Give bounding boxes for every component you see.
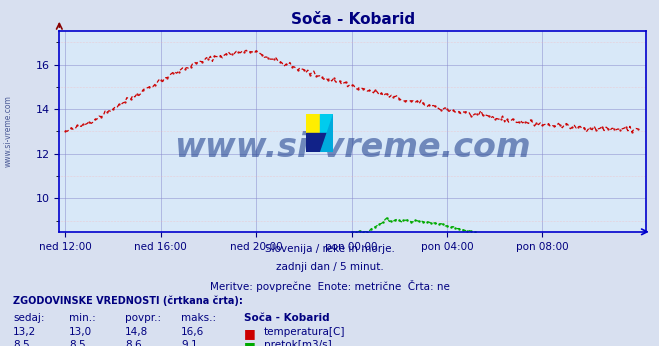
Text: Meritve: povprečne  Enote: metrične  Črta: ne: Meritve: povprečne Enote: metrične Črta:… [210, 280, 449, 292]
Bar [306, 133, 320, 152]
Text: 13,2: 13,2 [13, 327, 36, 337]
Text: pretok[m3/s]: pretok[m3/s] [264, 340, 331, 346]
Text: ■: ■ [244, 340, 256, 346]
Text: temperatura[C]: temperatura[C] [264, 327, 345, 337]
Bar [306, 114, 320, 133]
Text: min.:: min.: [69, 313, 96, 323]
Text: 16,6: 16,6 [181, 327, 204, 337]
Text: sedaj:: sedaj: [13, 313, 45, 323]
Text: zadnji dan / 5 minut.: zadnji dan / 5 minut. [275, 262, 384, 272]
Text: 8,5: 8,5 [69, 340, 86, 346]
Text: 8,6: 8,6 [125, 340, 142, 346]
Text: povpr.:: povpr.: [125, 313, 161, 323]
Text: www.si-vreme.com: www.si-vreme.com [3, 95, 13, 167]
Text: 9,1: 9,1 [181, 340, 198, 346]
Text: maks.:: maks.: [181, 313, 216, 323]
Text: 14,8: 14,8 [125, 327, 148, 337]
Text: ■: ■ [244, 327, 256, 340]
Bar [320, 114, 333, 133]
Text: 13,0: 13,0 [69, 327, 92, 337]
Text: Slovenija / reke in morje.: Slovenija / reke in morje. [264, 244, 395, 254]
Text: Soča - Kobarid: Soča - Kobarid [244, 313, 330, 323]
Polygon shape [320, 114, 333, 152]
Text: ZGODOVINSKE VREDNOSTI (črtkana črta):: ZGODOVINSKE VREDNOSTI (črtkana črta): [13, 296, 243, 306]
Bar [320, 133, 333, 152]
Text: www.si-vreme.com: www.si-vreme.com [174, 131, 531, 164]
Text: 8,5: 8,5 [13, 340, 30, 346]
Title: Soča - Kobarid: Soča - Kobarid [291, 12, 415, 27]
